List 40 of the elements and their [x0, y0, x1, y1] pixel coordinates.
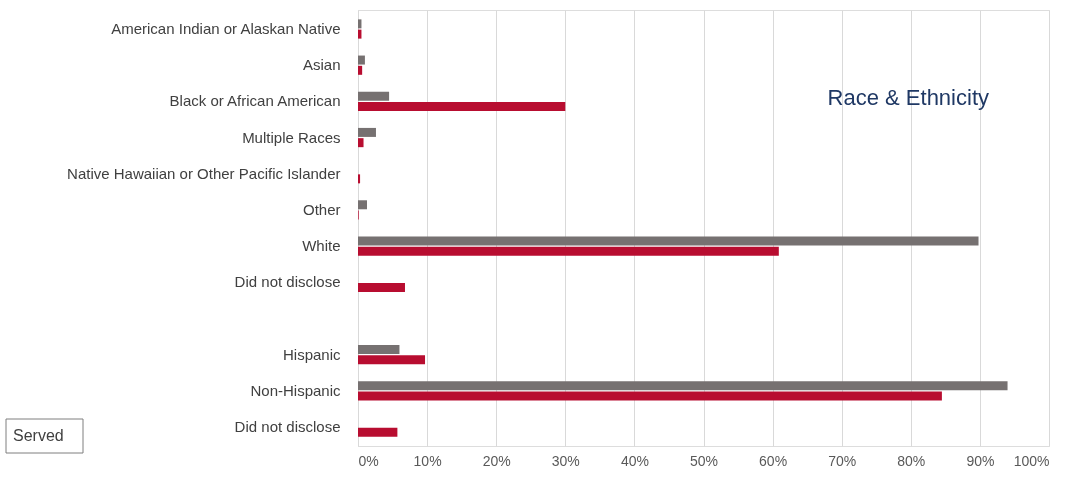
- y-tick-label: White: [302, 237, 341, 255]
- y-tick-label: Multiple Races: [242, 128, 341, 146]
- bar: [358, 345, 400, 355]
- bar: [358, 101, 566, 111]
- bar: [358, 55, 365, 65]
- x-tick-label: 90%: [966, 452, 995, 469]
- bar: [358, 200, 367, 210]
- x-tick-label: 20%: [482, 452, 511, 469]
- x-tick-label: 30%: [551, 452, 580, 469]
- x-tick-label: 100%: [1013, 452, 1050, 469]
- bar: [358, 65, 363, 75]
- x-tick-label: 0%: [358, 452, 379, 469]
- x-tick-label: 60%: [759, 452, 788, 469]
- bar: [358, 174, 361, 184]
- bar: [358, 127, 376, 137]
- bar: [358, 381, 1008, 391]
- text: Served: [13, 427, 64, 444]
- y-tick-label: Did not disclose: [234, 273, 341, 291]
- x-tick-label: 40%: [620, 452, 649, 469]
- y-tick-label: Black or African American: [169, 92, 341, 110]
- y-tick-label: Other: [302, 200, 341, 218]
- y-tick-label: American Indian or Alaskan Native: [111, 20, 341, 37]
- y-tick-label: Asian: [302, 56, 341, 74]
- bar: [358, 391, 942, 401]
- bar: [358, 236, 979, 246]
- x-tick-label: 10%: [413, 452, 442, 469]
- x-tick-label: 70%: [828, 452, 857, 469]
- x-tick-label: 80%: [897, 452, 926, 469]
- bar: [358, 282, 405, 292]
- bar: [358, 246, 779, 256]
- y-tick-label: Hispanic: [282, 345, 341, 363]
- bar: [358, 138, 364, 148]
- bar: [358, 427, 398, 437]
- y-tick-label: Native Hawaiian or Other Pacific Islander: [67, 164, 341, 182]
- text: Race & Ethnicity: [827, 85, 989, 110]
- bar: [358, 355, 426, 365]
- x-tick-label: 50%: [689, 452, 719, 469]
- y-tick-label: Did not disclose: [234, 418, 341, 435]
- y-tick-label: Non-Hispanic: [250, 381, 341, 399]
- bar: [358, 91, 390, 101]
